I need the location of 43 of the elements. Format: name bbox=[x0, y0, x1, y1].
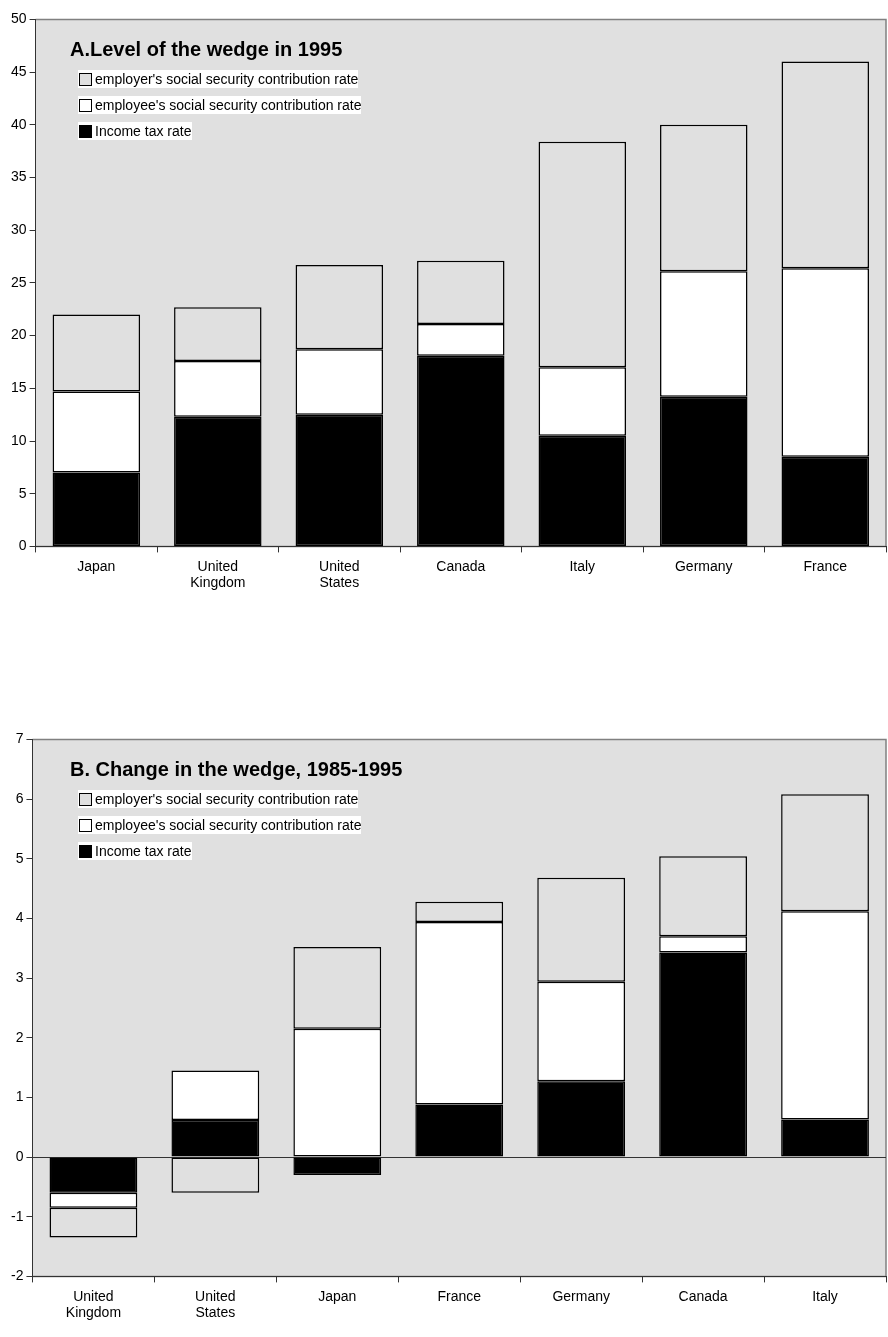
y-tick-label: 50 bbox=[10, 10, 27, 27]
y-tick-label: 6 bbox=[15, 789, 24, 806]
y-tick-label: 15 bbox=[10, 379, 27, 396]
y-tick-label: 25 bbox=[10, 273, 27, 290]
y-tick-label: 20 bbox=[10, 326, 27, 343]
y-tick-label: 5 bbox=[18, 484, 27, 501]
y-tick-label: 0 bbox=[15, 1147, 24, 1164]
text: A.Level of the wedge in 1995 bbox=[70, 38, 343, 61]
x-tick-label: Germany bbox=[674, 557, 733, 574]
y-tick-label: -2 bbox=[11, 1267, 24, 1284]
y-tick-label: 1 bbox=[15, 1088, 24, 1105]
x-tick-label: France bbox=[803, 557, 848, 574]
x-tick-label: Japan bbox=[318, 1287, 357, 1304]
y-tick-label: 35 bbox=[10, 168, 27, 185]
x-tick-label: United States bbox=[195, 1287, 236, 1321]
legend-label: employer's social security contribution rate bbox=[95, 790, 359, 808]
y-tick-label: 7 bbox=[15, 730, 24, 747]
y-tick-label: 40 bbox=[10, 115, 27, 132]
x-tick-label: United Kingdom bbox=[65, 1287, 122, 1321]
legend-label: Income tax rate bbox=[95, 122, 192, 140]
y-tick-label: 2 bbox=[15, 1028, 24, 1045]
legend-label: Income tax rate bbox=[95, 842, 192, 860]
y-tick-label: 4 bbox=[15, 909, 24, 926]
text: B. Change in the wedge, 1985-1995 bbox=[70, 758, 403, 781]
x-tick-label: Canada bbox=[678, 1287, 728, 1304]
x-tick-label: United Kingdom bbox=[190, 557, 246, 591]
y-tick-label: 45 bbox=[10, 62, 27, 79]
x-tick-label: Germany bbox=[552, 1287, 610, 1304]
y-tick-label: 30 bbox=[10, 221, 27, 238]
y-tick-label: 3 bbox=[15, 968, 24, 985]
y-tick-label: 10 bbox=[10, 431, 27, 448]
legend-label: employer's social security contribution rate bbox=[95, 70, 359, 88]
x-tick-label: Canada bbox=[436, 557, 486, 574]
y-tick-label: 5 bbox=[15, 849, 24, 866]
x-tick-label: Italy bbox=[812, 1287, 838, 1304]
x-tick-label: Italy bbox=[569, 557, 596, 574]
x-tick-label: Japan bbox=[77, 557, 116, 574]
x-tick-label: France bbox=[437, 1287, 482, 1304]
y-tick-label: -1 bbox=[11, 1207, 24, 1224]
x-tick-label: United States bbox=[319, 557, 360, 591]
text: employee's social security contribution rate bbox=[95, 816, 362, 834]
y-tick-label: 0 bbox=[18, 537, 27, 554]
text: employee's social security contribution rate bbox=[95, 96, 362, 114]
